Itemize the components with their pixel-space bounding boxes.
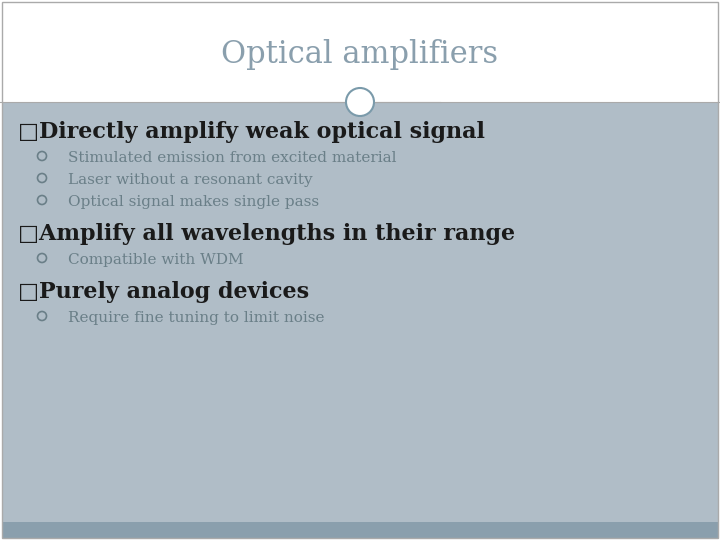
Text: Stimulated emission from excited material: Stimulated emission from excited materia… bbox=[68, 151, 397, 165]
Text: Optical signal makes single pass: Optical signal makes single pass bbox=[68, 195, 319, 209]
Bar bbox=[2, 522, 718, 538]
Circle shape bbox=[346, 88, 374, 116]
Text: □Amplify all wavelengths in their range: □Amplify all wavelengths in their range bbox=[18, 223, 515, 245]
Text: Optical amplifiers: Optical amplifiers bbox=[222, 38, 498, 70]
Text: □Purely analog devices: □Purely analog devices bbox=[18, 281, 309, 303]
Bar bbox=[2, 2, 718, 102]
Bar bbox=[2, 102, 718, 522]
Text: Compatible with WDM: Compatible with WDM bbox=[68, 253, 243, 267]
Text: Require fine tuning to limit noise: Require fine tuning to limit noise bbox=[68, 311, 325, 325]
Text: Laser without a resonant cavity: Laser without a resonant cavity bbox=[68, 173, 312, 187]
Text: □Directly amplify weak optical signal: □Directly amplify weak optical signal bbox=[18, 121, 485, 143]
